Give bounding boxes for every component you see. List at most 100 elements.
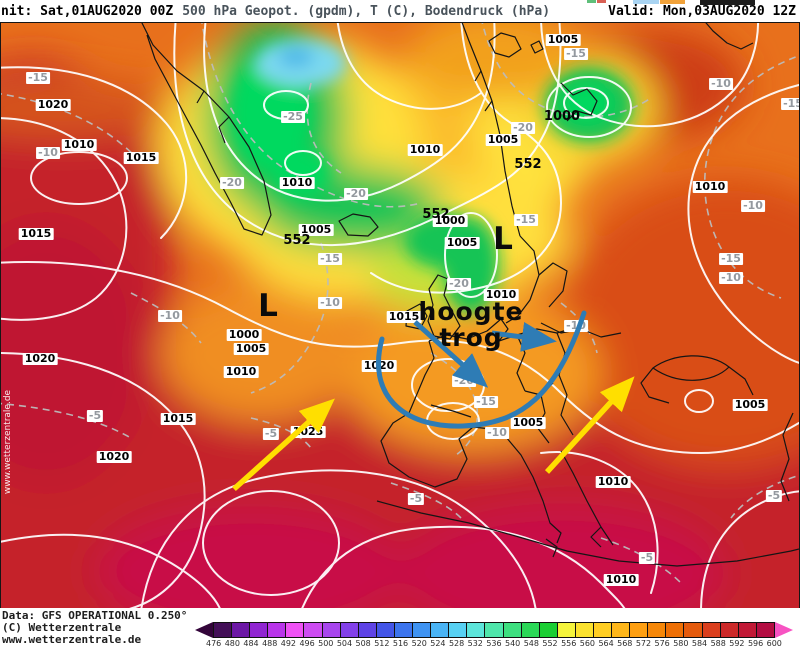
trough-annotation-line2: trog xyxy=(439,323,503,352)
temperature-label: -25 xyxy=(281,110,305,123)
scale-tick-label: 588 xyxy=(710,639,726,648)
pressure-label: 1020 xyxy=(96,450,132,463)
scale-cell xyxy=(340,623,359,637)
scale-tick-label: 504 xyxy=(336,639,353,648)
scale-cell xyxy=(539,623,558,637)
pressure-label: 1010 xyxy=(279,176,315,189)
scale-cell xyxy=(250,623,269,637)
init-time: nit: Sat,01AUG2020 00Z xyxy=(1,3,174,19)
scale-cell xyxy=(286,623,305,637)
temperature-label: -20 xyxy=(452,374,476,387)
pressure-label: 1010 xyxy=(407,143,443,156)
pressure-label: 1020 xyxy=(361,359,397,372)
scale-cell xyxy=(485,623,504,637)
pressure-label: 1010 xyxy=(595,475,631,488)
temperature-label: -10 xyxy=(741,199,765,212)
scale-tick-label: 548 xyxy=(523,639,539,648)
scale-tick-label: 592 xyxy=(729,639,745,648)
watermark-vertical: www.wetterzentrale.de xyxy=(3,389,13,495)
temperature-label: -5 xyxy=(407,492,425,505)
pressure-label: 1000 xyxy=(432,214,468,227)
scale-tick-label: 560 xyxy=(579,639,596,648)
temperature-label: -20 xyxy=(447,277,471,290)
pressure-label: 1010 xyxy=(692,180,728,193)
scale-cell xyxy=(756,623,774,637)
scale-tick-label: 556 xyxy=(561,639,577,648)
temperature-label: -15 xyxy=(26,71,50,84)
temperature-label: -10 xyxy=(36,146,60,159)
scale-tick-label: 492 xyxy=(280,639,297,648)
map-title-bar: nit: Sat,01AUG2020 00Z 500 hPa Geopot. (… xyxy=(0,0,800,22)
field-title: 500 hPa Geopot. (gpdm), T (C), Bodendruc… xyxy=(182,3,551,19)
scale-tick-label: 552 xyxy=(542,639,558,648)
temperature-label: -15 xyxy=(474,395,498,408)
scale-tick-label: 600 xyxy=(766,639,782,648)
scale-tick-label: 572 xyxy=(635,639,652,648)
scale-cell xyxy=(684,623,703,637)
scale-cell xyxy=(630,623,649,637)
scale-tick-label: 564 xyxy=(598,639,614,648)
trough-annotation: hoogte trog xyxy=(419,299,524,351)
pressure-label: 1015 xyxy=(386,310,422,323)
scale-cell xyxy=(503,623,522,637)
scale-tick-label: 512 xyxy=(374,639,390,648)
scale-cell xyxy=(702,623,721,637)
weather-map: 1020 1010 1015 1015 1020 1000 1005 1010 1015 1020… xyxy=(0,22,800,609)
map-footer: Data: GFS OPERATIONAL 0.250° (C) Wetterz… xyxy=(0,608,800,653)
height-label: 552 xyxy=(422,207,450,222)
temperature-label: -15 xyxy=(719,252,743,265)
scale-tick-label: 476 xyxy=(206,639,222,648)
scale-cell xyxy=(612,623,631,637)
scale-tick-label: 584 xyxy=(691,639,708,648)
scale-tick-label: 580 xyxy=(673,639,689,648)
scale-tick-label: 484 xyxy=(243,639,259,648)
pressure-label: 1005 xyxy=(545,33,581,46)
scale-tick-label: 524 xyxy=(430,639,446,648)
geopotential-color-scale xyxy=(195,622,793,638)
temperature-label: -10 xyxy=(485,426,509,439)
screen-artifact xyxy=(597,0,606,3)
scale-tick-label: 496 xyxy=(299,639,315,648)
height-label: 1000 xyxy=(543,109,581,124)
pressure-label: 1005 xyxy=(233,342,269,355)
coastlines xyxy=(141,23,799,567)
geopotential-contours xyxy=(1,23,799,608)
scale-cell xyxy=(521,623,540,637)
screen-artifact xyxy=(700,0,755,5)
scale-cell xyxy=(394,623,414,637)
scale-tick-label: 576 xyxy=(654,639,670,648)
pressure-label: 1005 xyxy=(444,236,480,249)
scale-tick-label: 532 xyxy=(467,639,483,648)
scale-cell xyxy=(738,623,757,637)
pressure-label: 1005 xyxy=(298,223,334,236)
scale-cell xyxy=(413,623,432,637)
scale-cell xyxy=(648,623,667,637)
website-line: www.wetterzentrale.de xyxy=(2,633,142,646)
scale-cells xyxy=(213,622,775,638)
scale-tick-label: 516 xyxy=(392,639,409,648)
trough-annotation-line1: hoogte xyxy=(418,297,524,326)
scale-left-arrow xyxy=(195,622,213,638)
temperature-label: -15 xyxy=(318,252,342,265)
temperature-label: -15 xyxy=(514,213,538,226)
scale-cell xyxy=(376,623,395,637)
screen-artifact xyxy=(660,0,685,4)
scale-cell xyxy=(431,623,450,637)
pressure-label: 1020 xyxy=(22,352,58,365)
scale-tick-label: 480 xyxy=(224,639,240,648)
pressure-label: 1025 xyxy=(290,425,326,438)
pressure-label: 1000 xyxy=(226,328,262,341)
pressure-label: 1015 xyxy=(18,227,54,240)
scale-cell xyxy=(449,623,468,637)
temperature-label: -20 xyxy=(511,121,535,134)
pressure-label: 1020 xyxy=(35,98,71,111)
pressure-label: 1005 xyxy=(485,133,521,146)
pressure-label: 1010 xyxy=(223,365,259,378)
low-pressure-marker: L xyxy=(493,221,513,257)
pressure-label: 1015 xyxy=(160,412,196,425)
scale-cell xyxy=(268,623,287,637)
scale-cell xyxy=(322,623,341,637)
screen-artifact xyxy=(587,0,596,3)
scale-tick-label: 568 xyxy=(617,639,633,648)
